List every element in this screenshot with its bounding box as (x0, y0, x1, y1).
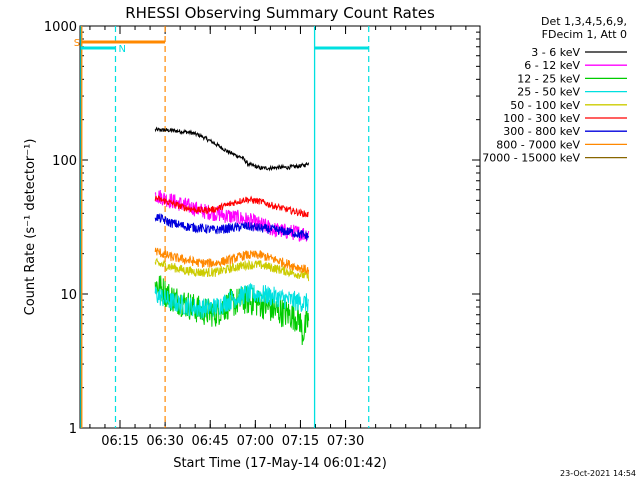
legend-entry-label: 50 - 100 keV (510, 99, 580, 112)
series-line-7 (154, 247, 310, 275)
y-axis-label: Count Rate (s⁻¹ detector⁻¹) (23, 139, 38, 316)
flag-label-n: N (118, 44, 125, 55)
x-tick-label: 06:30 (146, 434, 183, 449)
y-tick-label: 100 (52, 154, 77, 169)
x-axis-label: Start Time (17-May-14 06:01:42) (173, 456, 387, 471)
series-line-3 (154, 282, 310, 319)
series-line-2 (154, 275, 310, 346)
chart-title: RHESSI Observing Summary Count Rates (125, 4, 435, 22)
series-line-0 (154, 126, 310, 172)
plot-area: 1 10 100 1000 06:15 06:30 06:45 07:00 07:15 07:30… (44, 20, 481, 449)
legend-entry-label: 300 - 800 keV (503, 125, 580, 138)
legend-entry-label: 100 - 300 keV (503, 112, 580, 125)
series-line-5 (154, 195, 309, 218)
flag-label-s: S (74, 38, 80, 49)
x-tick-label: 07:00 (237, 434, 274, 449)
series-line-4 (154, 257, 310, 282)
x-tick-label: 07:15 (282, 434, 319, 449)
series-line-6 (154, 213, 310, 241)
y-tick-label: 1000 (44, 20, 77, 35)
legend-entry-label: 25 - 50 keV (517, 86, 580, 99)
legend-entry-label: 3 - 6 keV (531, 46, 580, 59)
legend-header-line-1: Det 1,3,4,5,6,9, (541, 15, 627, 28)
y-tick-label: 1 (69, 422, 77, 437)
y-tick-label: 10 (60, 288, 77, 303)
x-tick-label: 06:15 (101, 434, 138, 449)
plot-frame (79, 25, 481, 429)
series-line-1 (154, 189, 310, 242)
legend-entry-label: 6 - 12 keV (524, 59, 580, 72)
legend-entry-label: 12 - 25 keV (517, 72, 580, 85)
x-tick-label: 07:30 (327, 434, 364, 449)
legend-entry-label: 800 - 7000 keV (496, 138, 580, 151)
legend-header-line-2: FDecim 1, Att 0 (542, 28, 627, 41)
legend-entry-label: 7000 - 15000 keV (482, 152, 580, 165)
x-tick-label: 06:45 (191, 434, 228, 449)
footer-timestamp: 23-Oct-2021 14:54 (560, 469, 636, 478)
